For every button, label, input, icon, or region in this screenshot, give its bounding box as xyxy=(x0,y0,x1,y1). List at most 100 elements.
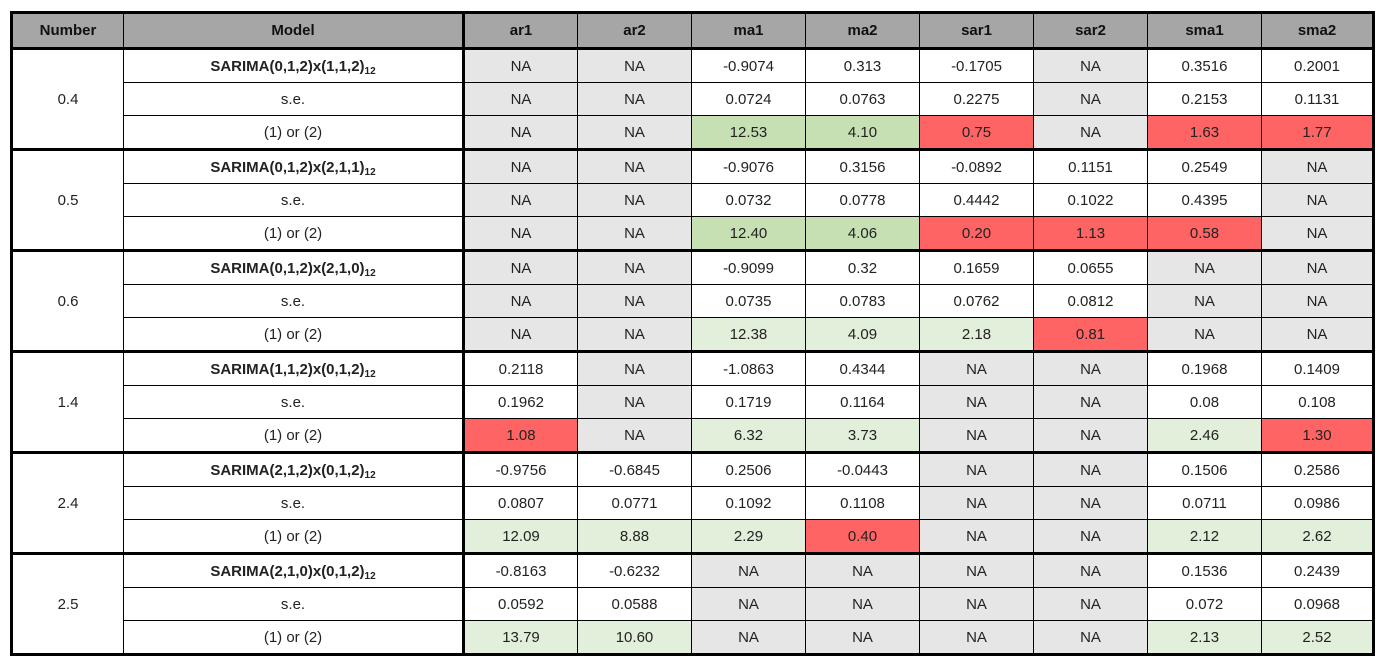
value-cell-ma2: 0.313 xyxy=(805,48,920,83)
table-row: (1) or (2) NA NA 12.40 4.06 0.20 1.13 0.58 NA xyxy=(12,216,1374,252)
model-label-text: (1) or (2) xyxy=(263,123,323,141)
model-label-text: SARIMA(2,1,0)x(0,1,2) xyxy=(210,562,365,580)
value-cell-ma1: 0.2506 xyxy=(691,452,806,487)
table-row: s.e. 0.0807 0.0771 0.1092 0.1108 NA NA 0.0711 0.… xyxy=(12,486,1374,520)
value-cell-sar1: NA xyxy=(919,418,1034,454)
table-row: 0.6 SARIMA(0,1,2)x(2,1,0)12 NA NA -0.9099 0.3… xyxy=(11,250,1374,353)
value-cell-sar1: 0.0762 xyxy=(919,284,1034,318)
model-name: SARIMA(0,1,2)x(2,1,1)12 xyxy=(123,149,464,184)
value-cell-sma1: NA xyxy=(1147,317,1262,353)
value-cell-ma1: 0.0735 xyxy=(691,284,806,318)
header-sma2: sma2 xyxy=(1261,12,1374,50)
value-cell-sar1: -0.1705 xyxy=(919,48,1034,83)
value-cell-ma2: NA xyxy=(805,587,920,621)
table-row: s.e. 0.0592 0.0588 NA NA NA NA 0.072 0.0968 xyxy=(12,587,1374,621)
model-label-text: (1) or (2) xyxy=(263,224,323,242)
value-cell-sma2: 2.52 xyxy=(1261,620,1374,656)
row-label: s.e. xyxy=(123,82,464,116)
value-cell-ar2: NA xyxy=(577,385,692,419)
value-cell-sar2: NA xyxy=(1033,486,1148,520)
seasonal-period-subscript: 12 xyxy=(364,267,376,279)
model-label-text: SARIMA(0,1,2)x(1,1,2) xyxy=(210,57,365,75)
row-label: (1) or (2) xyxy=(123,519,464,555)
model-name: SARIMA(2,1,0)x(0,1,2)12 xyxy=(123,553,464,588)
value-cell-ma2: 0.0783 xyxy=(805,284,920,318)
value-cell-ma2: 0.0778 xyxy=(805,183,920,217)
seasonal-period-subscript: 12 xyxy=(364,166,376,178)
seasonal-period-subscript: 12 xyxy=(364,368,376,380)
model-name: SARIMA(1,1,2)x(0,1,2)12 xyxy=(123,351,464,386)
value-cell-sar2: 0.1022 xyxy=(1033,183,1148,217)
header-ar1: ar1 xyxy=(462,12,578,50)
value-cell-ma1: NA xyxy=(691,553,806,588)
value-cell-sma1: 1.63 xyxy=(1147,115,1262,151)
value-cell-ar1: -0.8163 xyxy=(462,553,578,588)
value-cell-sar2: NA xyxy=(1033,385,1148,419)
value-cell-ma1: NA xyxy=(691,620,806,656)
value-cell-sma2: 0.108 xyxy=(1261,385,1374,419)
value-cell-sma2: 2.62 xyxy=(1261,519,1374,555)
value-cell-ar2: 8.88 xyxy=(577,519,692,555)
value-cell-sar1: 0.75 xyxy=(919,115,1034,151)
model-label-text: s.e. xyxy=(280,494,306,512)
model-label-text: SARIMA(0,1,2)x(2,1,1) xyxy=(210,158,365,176)
group-number: 0.5 xyxy=(11,149,124,252)
value-cell-ma1: 0.1092 xyxy=(691,486,806,520)
value-cell-ar2: NA xyxy=(577,115,692,151)
value-cell-ar2: NA xyxy=(577,48,692,83)
sarima-results-table: Number Model ar1 ar2 ma1 ma2 sar1 sar2 s… xyxy=(10,11,1375,656)
value-cell-sma2: 0.0968 xyxy=(1261,587,1374,621)
header-sar2: sar2 xyxy=(1033,12,1148,50)
value-cell-sma1: 0.4395 xyxy=(1147,183,1262,217)
value-cell-sar1: NA xyxy=(919,351,1034,386)
value-cell-ar1: 0.0592 xyxy=(462,587,578,621)
table-row: s.e. NA NA 0.0735 0.0783 0.0762 0.0812 NA NA xyxy=(12,284,1374,318)
model-label-text: s.e. xyxy=(280,393,306,411)
value-cell-ma2: 0.3156 xyxy=(805,149,920,184)
value-cell-ar1: 0.1962 xyxy=(462,385,578,419)
value-cell-ar1: NA xyxy=(462,48,578,83)
seasonal-period-subscript: 12 xyxy=(364,65,376,77)
value-cell-ar2: 0.0588 xyxy=(577,587,692,621)
header-row: Number Model ar1 ar2 ma1 ma2 sar1 sar2 s… xyxy=(11,12,1374,50)
value-cell-sar2: 1.13 xyxy=(1033,216,1148,252)
value-cell-sma1: 0.1968 xyxy=(1147,351,1262,386)
value-cell-ma1: 6.32 xyxy=(691,418,806,454)
value-cell-ar1: NA xyxy=(462,149,578,184)
value-cell-ma1: 12.53 xyxy=(691,115,806,151)
value-cell-ar1: NA xyxy=(462,183,578,217)
value-cell-ma1: 0.0732 xyxy=(691,183,806,217)
value-cell-ma1: 2.29 xyxy=(691,519,806,555)
value-cell-ar1: NA xyxy=(462,284,578,318)
value-cell-sma1: 0.072 xyxy=(1147,587,1262,621)
table-row: 0.4 SARIMA(0,1,2)x(1,1,2)12 NA NA -0.9074 0.3… xyxy=(11,48,1374,151)
value-cell-ar1: 0.2118 xyxy=(462,351,578,386)
value-cell-ma1: -0.9074 xyxy=(691,48,806,83)
header-sma1: sma1 xyxy=(1147,12,1262,50)
value-cell-sar1: NA xyxy=(919,486,1034,520)
table-row: 0.5 SARIMA(0,1,2)x(2,1,1)12 NA NA -0.9076 0.3… xyxy=(11,149,1374,252)
table-row: (1) or (2) 1.08 NA 6.32 3.73 NA NA 2.46 1.30 xyxy=(12,418,1374,454)
value-cell-sar2: 0.0655 xyxy=(1033,250,1148,285)
value-cell-ar1: 0.0807 xyxy=(462,486,578,520)
table-row: 2.5 SARIMA(2,1,0)x(0,1,2)12 -0.8163 -0.6232… xyxy=(11,553,1374,656)
value-cell-sma1: NA xyxy=(1147,284,1262,318)
value-cell-ar2: NA xyxy=(577,351,692,386)
row-label: s.e. xyxy=(123,486,464,520)
value-cell-sar1: NA xyxy=(919,553,1034,588)
value-cell-sar1: 0.4442 xyxy=(919,183,1034,217)
value-cell-ma2: 0.32 xyxy=(805,250,920,285)
group-number: 0.4 xyxy=(11,48,124,151)
seasonal-period-subscript: 12 xyxy=(364,570,376,582)
model-label-text: (1) or (2) xyxy=(263,325,323,343)
header-ar2: ar2 xyxy=(577,12,692,50)
value-cell-ma2: 4.06 xyxy=(805,216,920,252)
value-cell-ma1: 12.40 xyxy=(691,216,806,252)
value-cell-ma2: 0.0763 xyxy=(805,82,920,116)
value-cell-ma1: 0.1719 xyxy=(691,385,806,419)
model-label-text: s.e. xyxy=(280,90,306,108)
value-cell-sar2: NA xyxy=(1033,587,1148,621)
value-cell-sar2: 0.1151 xyxy=(1033,149,1148,184)
row-label: (1) or (2) xyxy=(123,216,464,252)
value-cell-sma2: 0.2586 xyxy=(1261,452,1374,487)
